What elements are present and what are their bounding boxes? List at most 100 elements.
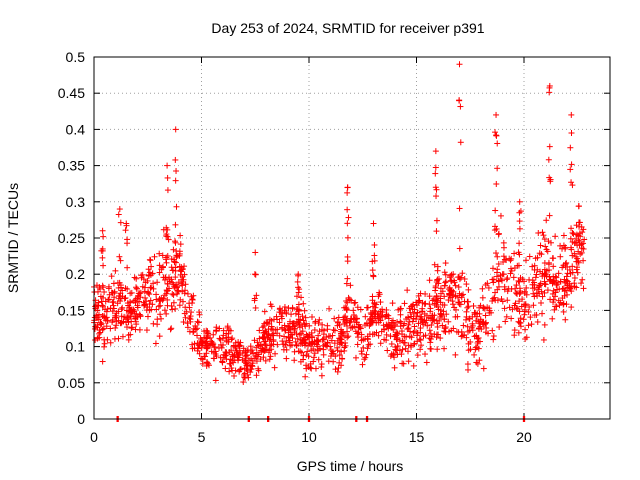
data-point: [354, 341, 361, 348]
data-point: [97, 319, 104, 326]
data-point: [383, 306, 390, 313]
data-point: [318, 372, 325, 379]
data-point-peak: [493, 132, 500, 139]
data-point: [143, 327, 150, 334]
data-point: [564, 263, 571, 270]
data-point-peak: [456, 61, 463, 68]
data-point: [441, 302, 448, 309]
data-point-peak: [344, 275, 351, 282]
data-point-peak: [295, 289, 302, 296]
data-point: [513, 305, 520, 312]
data-point: [293, 330, 300, 337]
data-point: [476, 320, 483, 327]
data-point: [156, 262, 163, 269]
data-point: [143, 307, 150, 314]
data-point: [208, 338, 215, 345]
data-point: [508, 267, 515, 274]
data-point: [328, 347, 335, 354]
data-point: [125, 332, 132, 339]
data-point: [107, 339, 114, 346]
data-point: [195, 319, 202, 326]
data-point: [212, 344, 219, 351]
data-point: [261, 346, 268, 353]
data-point: [392, 346, 399, 353]
data-point: [577, 251, 584, 258]
y-tick-label: 0.2: [66, 266, 86, 282]
data-point: [394, 343, 401, 350]
data-point: [488, 309, 495, 316]
data-point: [550, 255, 557, 262]
data-point: [107, 325, 114, 332]
data-point: [549, 280, 556, 287]
data-point: [227, 327, 234, 334]
data-point: [495, 230, 502, 237]
data-point: [465, 366, 472, 373]
data-point: [357, 325, 364, 332]
data-point: [569, 229, 576, 236]
data-point: [520, 316, 527, 323]
data-point-peak: [146, 256, 153, 263]
data-point: [555, 270, 562, 277]
data-point: [478, 326, 485, 333]
data-point: [184, 324, 191, 331]
data-point: [295, 348, 302, 355]
data-point: [100, 313, 107, 320]
data-point: [104, 317, 111, 324]
data-point-peak: [516, 225, 523, 232]
data-point: [259, 324, 266, 331]
data-point-peak: [344, 220, 351, 227]
data-point: [448, 327, 455, 334]
data-point: [452, 313, 459, 320]
data-point: [328, 337, 335, 344]
data-point: [281, 333, 288, 340]
data-point: [256, 327, 263, 334]
data-point: [255, 365, 262, 372]
data-point: [562, 316, 569, 323]
data-point: [429, 297, 436, 304]
data-point: [253, 358, 260, 365]
data-point: [437, 285, 444, 292]
data-point: [455, 284, 462, 291]
data-point: [504, 288, 511, 295]
data-point-peak: [251, 271, 258, 278]
data-point: [391, 333, 398, 340]
data-point: [303, 352, 310, 359]
data-point-peak: [124, 240, 131, 247]
data-point: [137, 313, 144, 320]
data-point: [414, 332, 421, 339]
data-point: [430, 316, 437, 323]
data-point: [531, 284, 538, 291]
data-point: [270, 336, 277, 343]
data-point: [155, 303, 162, 310]
data-point: [151, 253, 158, 260]
data-point: [566, 266, 573, 273]
data-point: [147, 297, 154, 304]
data-point-peak: [370, 220, 377, 227]
data-point: [450, 277, 457, 284]
data-point-peak: [548, 239, 555, 246]
data-point: [207, 334, 214, 341]
data-point-peak: [172, 221, 179, 228]
data-point: [227, 356, 234, 363]
data-point: [446, 291, 453, 298]
data-point: [136, 290, 143, 297]
data-point-peak: [492, 129, 499, 136]
data-point-peak: [568, 179, 575, 186]
data-point: [198, 342, 205, 349]
data-point: [442, 278, 449, 285]
data-point: [435, 306, 442, 313]
data-points: [91, 61, 588, 422]
data-point: [314, 346, 321, 353]
data-point: [98, 320, 105, 327]
data-point: [542, 271, 549, 278]
data-point: [224, 324, 231, 331]
data-point: [300, 352, 307, 359]
data-point: [549, 315, 556, 322]
data-point: [149, 301, 156, 308]
data-point: [351, 300, 358, 307]
data-point: [170, 246, 177, 253]
data-point: [95, 302, 102, 309]
data-point: [535, 229, 542, 236]
data-point: [385, 325, 392, 332]
data-point: [264, 319, 271, 326]
